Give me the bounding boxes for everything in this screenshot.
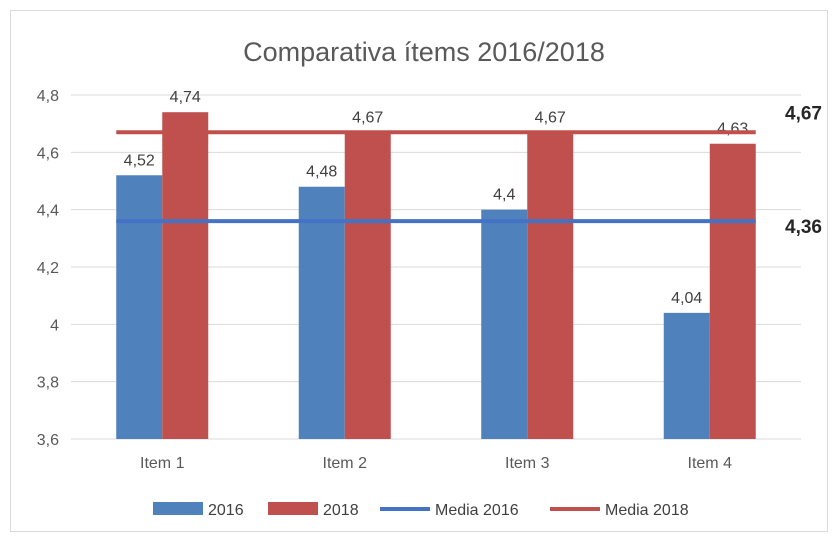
- bar-value-label: 4,74: [170, 89, 201, 106]
- legend-label: 2018: [323, 502, 359, 519]
- legend-label: Media 2018: [605, 502, 689, 519]
- x-tick-label: Item 4: [688, 455, 733, 472]
- mean-value-label: 4,36: [785, 217, 822, 238]
- x-tick-label: Item 3: [505, 455, 550, 472]
- y-tick-label: 4,6: [37, 145, 59, 162]
- bar-value-label: 4,67: [535, 109, 566, 126]
- x-tick-label: Item 1: [140, 455, 185, 472]
- bar-2018-2: [344, 132, 391, 439]
- bar-2018-4: [709, 143, 756, 439]
- bar-value-label: 4,63: [717, 121, 748, 138]
- legend-item-1: 2016: [153, 502, 244, 519]
- bar-value-label: 4,48: [306, 164, 337, 181]
- bar-2018-3: [527, 132, 574, 439]
- bar-value-label: 4,52: [124, 152, 155, 169]
- bar-value-label: 4,04: [671, 290, 702, 307]
- chart-title: Comparativa ítems 2016/2018: [243, 37, 605, 67]
- bar-value-label: 4,4: [493, 187, 515, 204]
- bar-2016-1: [116, 175, 163, 439]
- y-tick-label: 4,8: [37, 88, 59, 105]
- legend-label: Media 2016: [435, 502, 519, 519]
- chart-frame: Comparativa ítems 2016/2018 3,6 3,8 4 4,2 4,…: [10, 10, 828, 532]
- bar-2016-3: [481, 209, 528, 439]
- bar-2016-4: [663, 312, 710, 439]
- legend-swatch: [153, 502, 203, 515]
- mean-value-label: 4,67: [785, 103, 822, 124]
- y-tick-label: 4: [50, 317, 59, 334]
- y-tick-label: 4,4: [37, 203, 59, 220]
- bar-value-label: 4,67: [352, 109, 383, 126]
- bar-chart: Comparativa ítems 2016/2018 3,6 3,8 4 4,2 4,…: [37, 37, 822, 519]
- y-tick-label: 3,8: [37, 375, 59, 392]
- bar-2018-1: [162, 112, 209, 439]
- y-tick-label: 4,2: [37, 260, 59, 277]
- y-tick-label: 3,6: [37, 432, 59, 449]
- legend-swatch: [268, 502, 318, 515]
- bar-2016-2: [298, 186, 345, 439]
- legend-item-4: Media 2018: [550, 502, 689, 519]
- legend-item-3: Media 2016: [380, 502, 519, 519]
- legend-item-2: 2018: [268, 502, 359, 519]
- legend-label: 2016: [208, 502, 244, 519]
- x-tick-label: Item 2: [323, 455, 368, 472]
